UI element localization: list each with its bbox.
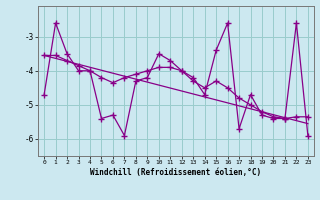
X-axis label: Windchill (Refroidissement éolien,°C): Windchill (Refroidissement éolien,°C) [91,168,261,177]
